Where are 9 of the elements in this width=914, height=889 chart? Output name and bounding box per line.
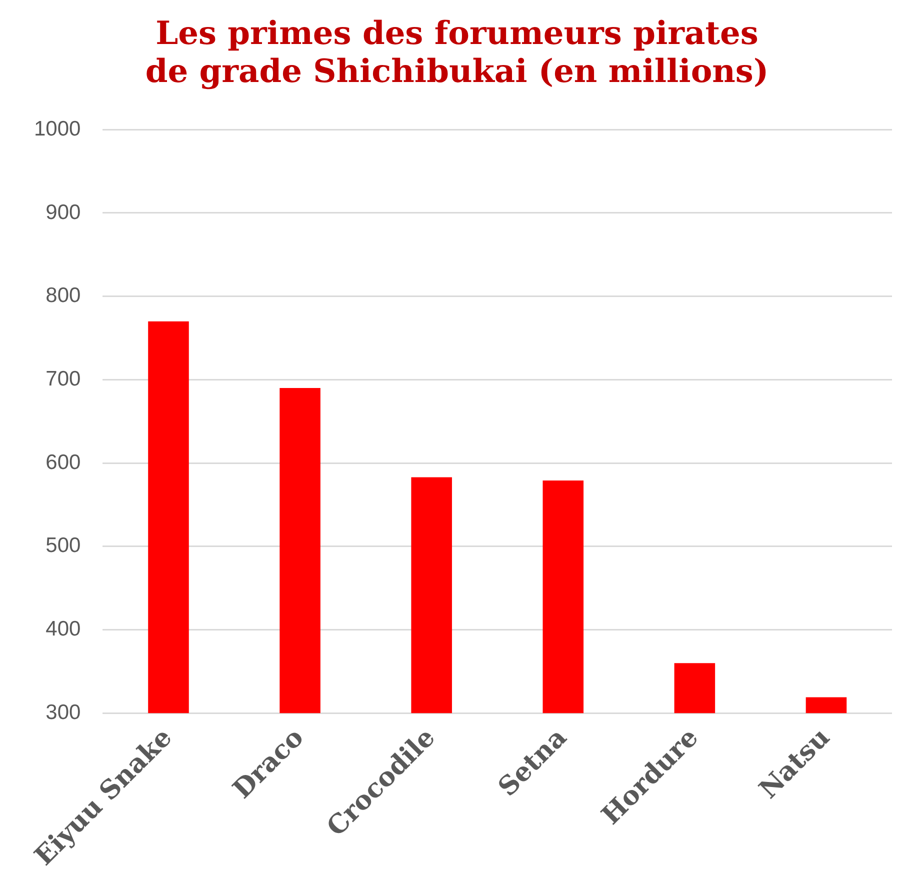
y-tick-label: 500	[46, 534, 81, 558]
chart-title: Les primes des forumeurs pirates de grade Shichibukai (en millions)	[144, 14, 770, 90]
y-tick-label: 900	[46, 200, 81, 224]
y-tick-label: 1000	[34, 117, 81, 140]
y-tick-label: 700	[46, 367, 81, 390]
y-tick-label: 400	[46, 618, 81, 641]
y-tick-label: 300	[46, 700, 81, 724]
y-tick-label: 600	[46, 450, 81, 474]
y-tick-label: 800	[46, 284, 81, 308]
